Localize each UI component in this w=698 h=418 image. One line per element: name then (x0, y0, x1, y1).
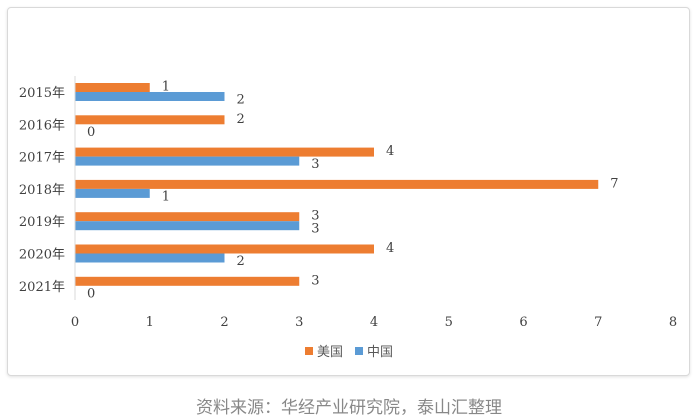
bar-美国 (75, 83, 150, 92)
data-label: 2 (237, 112, 245, 127)
data-label: 1 (162, 189, 170, 204)
category-label: 2018年 (19, 183, 65, 198)
bar-中国 (75, 253, 225, 263)
data-label: 1 (162, 80, 170, 95)
category-label: 2017年 (19, 151, 65, 166)
category-labels-layer: 2015年 2016年 2017年 2018年 2019年 2020年 2021年 (19, 86, 65, 295)
x-tick-label: 3 (295, 315, 303, 330)
category-label: 2016年 (19, 118, 65, 133)
legend-swatch (355, 347, 363, 355)
data-label: 3 (311, 273, 319, 288)
x-tick-label: 0 (71, 315, 79, 330)
bar-中国 (75, 92, 225, 101)
bars-layer (75, 83, 599, 286)
x-tick-label: 6 (519, 315, 527, 330)
category-label: 2020年 (19, 248, 65, 263)
x-tick-label: 1 (146, 315, 154, 330)
bar-美国 (75, 244, 374, 254)
data-label: 4 (386, 144, 394, 159)
x-tick-label: 2 (220, 315, 228, 330)
x-tick-label: 7 (594, 315, 602, 330)
source-note: 资料来源：华经产业研究院，泰山汇整理 (196, 398, 502, 418)
bar-中国 (75, 156, 300, 166)
legend-label: 美国 (317, 345, 343, 360)
bar-美国 (75, 276, 300, 286)
category-label: 2019年 (19, 215, 65, 230)
category-label: 2021年 (19, 280, 65, 295)
bar-美国 (75, 179, 599, 189)
data-label: 7 (610, 176, 618, 191)
bar-中国 (75, 221, 300, 231)
bar-美国 (75, 147, 374, 157)
x-tick-label: 8 (669, 315, 677, 330)
data-label: 2 (237, 93, 245, 108)
data-label: 4 (386, 241, 394, 256)
data-label: 2 (237, 254, 245, 269)
x-tick-label: 4 (370, 315, 378, 330)
data-label: 0 (87, 125, 95, 140)
legend-swatch (305, 347, 313, 355)
data-label: 3 (311, 157, 319, 172)
bar-中国 (75, 188, 150, 198)
bar-美国 (75, 212, 300, 222)
legend-label: 中国 (367, 345, 393, 360)
data-label: 3 (311, 222, 319, 237)
data-label: 3 (311, 209, 319, 224)
category-label: 2015年 (19, 86, 65, 101)
x-axis: 0 1 2 3 4 5 6 7 8 (71, 76, 677, 330)
x-tick-label: 5 (445, 315, 453, 330)
bar-美国 (75, 115, 225, 125)
data-label: 0 (87, 286, 95, 301)
legend: 美国 中国 (305, 345, 393, 360)
